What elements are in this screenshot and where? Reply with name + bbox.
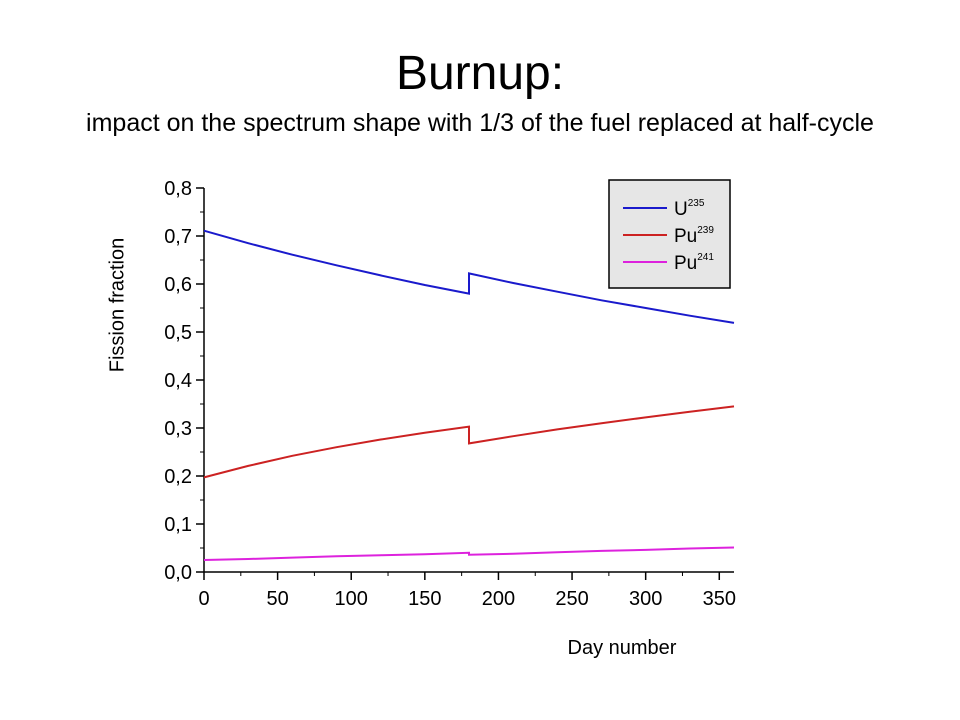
y-tick-label: 0,6: [164, 274, 192, 296]
x-tick-label: 200: [482, 588, 515, 610]
y-tick-label: 0,1: [164, 514, 192, 536]
slide-subtitle: impact on the spectrum shape with 1/3 of…: [86, 109, 874, 137]
series-lines: [203, 229, 735, 561]
y-tick-label: 0,7: [164, 226, 192, 248]
y-tick-label: 0,2: [164, 466, 192, 488]
x-axis-ticks: 0 50 100 150 200 250 300 350: [198, 572, 736, 610]
y-tick-label: 0,0: [164, 562, 192, 584]
series-line-u235: [203, 229, 735, 324]
slide-title: Burnup:: [395, 47, 565, 100]
x-tick-label: 300: [629, 588, 662, 610]
y-tick-label: 0,4: [164, 370, 192, 392]
x-tick-label: 350: [703, 588, 736, 610]
x-tick-label: 150: [408, 588, 441, 610]
x-tick-label: 0: [198, 588, 209, 610]
y-tick-label: 0,3: [164, 418, 192, 440]
y-tick-label: 0,8: [164, 178, 192, 200]
series-line-pu241: [203, 546, 735, 561]
y-axis-label: Fission fraction: [106, 237, 129, 373]
y-tick-label: 0,5: [164, 322, 192, 344]
series-line-pu239: [203, 405, 735, 479]
x-tick-label: 50: [266, 588, 288, 610]
x-tick-label: 250: [555, 588, 588, 610]
y-axis-ticks: 0,0 0,1 0,2 0,3 0,4 0,5 0,6 0,7 0,8: [164, 178, 204, 584]
x-tick-label: 100: [335, 588, 368, 610]
x-axis-label: Day number: [567, 637, 677, 659]
